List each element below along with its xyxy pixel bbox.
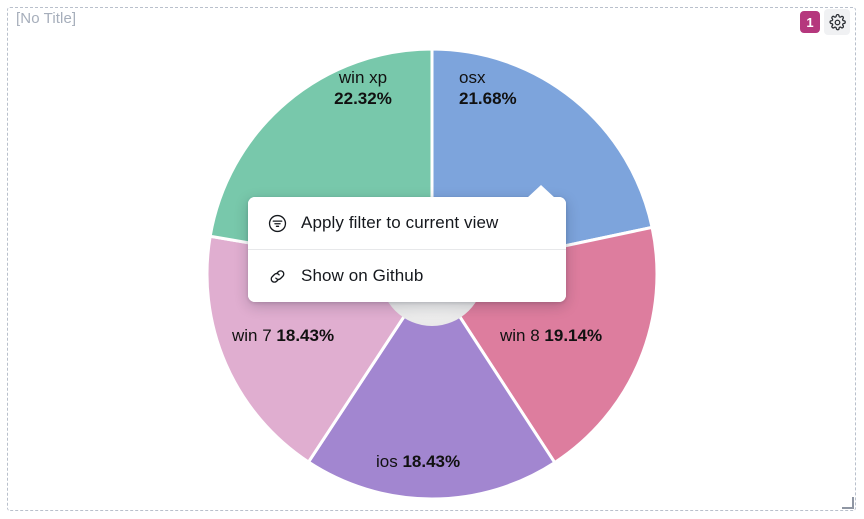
page-title: [No Title]	[16, 10, 77, 27]
menu-item-show-on-github[interactable]: Show on Github	[248, 249, 566, 302]
menu-item-label: Apply filter to current view	[301, 213, 499, 232]
resize-handle[interactable]	[842, 497, 854, 509]
context-menu: Apply filter to current view Show on Git…	[248, 185, 566, 302]
link-icon	[266, 265, 288, 287]
gear-icon	[828, 13, 846, 31]
menu-item-label: Show on Github	[301, 266, 424, 285]
settings-button[interactable]	[824, 9, 850, 35]
filter-circle-icon	[266, 212, 288, 234]
context-menu-pointer	[527, 185, 555, 198]
panel-controls: 1	[800, 9, 850, 35]
status-badge[interactable]: 1	[800, 11, 820, 33]
menu-item-apply-filter[interactable]: Apply filter to current view	[248, 197, 566, 249]
pie-slice-ios[interactable]	[306, 271, 557, 501]
